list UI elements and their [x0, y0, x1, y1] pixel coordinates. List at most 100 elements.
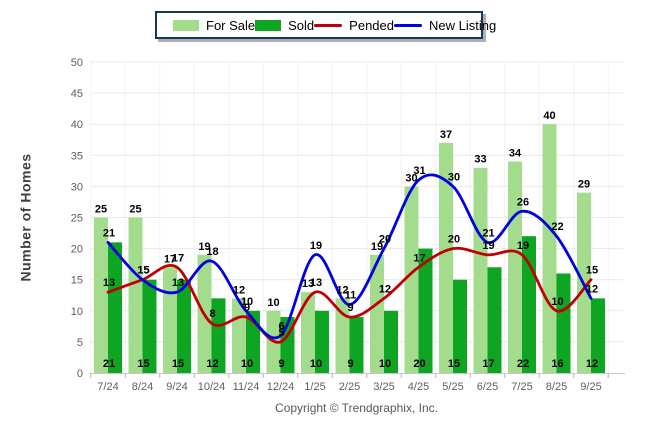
new-listing-value-label: 11 — [345, 290, 357, 302]
for-sale-value-label: 12 — [336, 284, 348, 296]
bar-sold — [108, 242, 122, 373]
for-sale-value-label: 40 — [543, 110, 555, 122]
for-sale-value-label: 33 — [474, 154, 486, 166]
x-tick-label: 5/25 — [442, 381, 463, 393]
for-sale-value-label: 19 — [371, 241, 383, 253]
x-tick-label: 11/24 — [233, 381, 260, 393]
sold-value-label: 20 — [413, 358, 425, 370]
y-tick-label: 20 — [71, 244, 83, 256]
new-listing-value-label: 21 — [103, 227, 115, 239]
y-tick-label: 50 — [71, 57, 83, 69]
legend-label: Pended — [349, 17, 394, 33]
pended-value-label: 19 — [517, 240, 529, 252]
bar-for-sale — [439, 142, 453, 373]
sold-value-label: 21 — [103, 358, 115, 370]
sold-value-label: 12 — [206, 358, 218, 370]
pended-value-label: 9 — [244, 302, 250, 314]
bar-for-sale — [508, 161, 522, 373]
pended-value-label: 12 — [379, 283, 391, 295]
bar-sold — [591, 298, 605, 373]
new-listing-value-label: 21 — [482, 227, 494, 239]
pended-value-label: 19 — [482, 240, 494, 252]
y-tick-label: 30 — [71, 181, 83, 193]
x-tick-label: 10/24 — [198, 381, 226, 393]
new-listing-line-swatch-icon — [394, 23, 422, 27]
x-tick-label: 2/25 — [339, 381, 360, 393]
x-tick-label: 8/24 — [132, 381, 153, 393]
sold-value-label: 9 — [278, 358, 284, 370]
for-sale-value-label: 30 — [405, 172, 417, 184]
bar-sold — [142, 279, 157, 373]
new-listing-value-label: 12 — [586, 283, 598, 295]
new-listing-value-label: 6 — [278, 321, 284, 333]
sold-value-label: 15 — [172, 358, 184, 370]
y-tick-label: 45 — [71, 88, 83, 100]
pended-line-swatch-icon — [314, 23, 343, 27]
legend-item-for-sale: For Sale — [173, 18, 255, 33]
pended-value-label: 13 — [310, 277, 322, 289]
pended-value-label: 5 — [278, 327, 284, 339]
new-listing-line — [106, 173, 593, 340]
new-listing-value-label: 19 — [310, 240, 322, 252]
bar-sold — [349, 317, 364, 373]
y-tick-label: 10 — [71, 306, 83, 318]
legend-item-pended: Pended — [314, 18, 394, 33]
pended-value-label: 8 — [209, 308, 215, 320]
bar-for-sale — [301, 292, 315, 373]
bar-for-sale — [370, 254, 384, 373]
bar-sold — [556, 273, 571, 373]
sold-value-label: 12 — [586, 358, 598, 370]
bar-for-sale — [94, 217, 108, 373]
new-listing-value-label: 30 — [448, 171, 460, 183]
for-sale-value-label: 17 — [164, 253, 176, 265]
bar-for-sale — [473, 167, 488, 373]
bar-sold — [487, 267, 502, 373]
y-tick-label: 5 — [77, 337, 83, 349]
x-tick-label: 6/25 — [477, 381, 498, 393]
for-sale-value-label: 37 — [440, 129, 452, 141]
y-tick-label: 15 — [71, 275, 83, 287]
x-tick-label: 7/25 — [511, 381, 532, 393]
pended-value-label: 17 — [413, 252, 425, 264]
x-tick-label: 1/25 — [304, 381, 325, 393]
new-listing-value-label: 10 — [241, 296, 253, 308]
for-sale-value-label: 19 — [198, 241, 210, 253]
pended-value-label: 15 — [586, 265, 598, 277]
legend-item-sold: Sold — [255, 18, 314, 33]
sold-value-label: 15 — [137, 358, 149, 370]
sold-value-label: 10 — [241, 358, 253, 370]
for-sale-value-label: 10 — [267, 297, 279, 309]
new-listing-value-label: 15 — [137, 265, 149, 277]
for-sale-value-label: 29 — [578, 179, 590, 191]
new-listing-value-label: 31 — [413, 165, 425, 177]
pended-value-label: 10 — [551, 296, 563, 308]
bar-sold — [177, 279, 191, 373]
y-tick-label: 25 — [71, 213, 83, 225]
bar-sold — [211, 298, 226, 373]
legend-label: Sold — [288, 17, 315, 33]
new-listing-value-label: 13 — [172, 277, 184, 289]
sold-value-label: 22 — [517, 358, 529, 370]
pended-value-label: 20 — [448, 234, 460, 246]
for-sale-value-label: 25 — [129, 204, 141, 216]
sold-value-label: 9 — [347, 358, 353, 370]
x-tick-label: 3/25 — [373, 381, 394, 393]
x-tick-label: 4/25 — [408, 381, 429, 393]
sold-value-label: 15 — [448, 358, 460, 370]
bar-sold — [418, 248, 433, 373]
legend-item-new-listing: New Listing — [394, 18, 496, 33]
y-tick-label: 0 — [77, 368, 83, 380]
x-tick-label: 7/24 — [97, 381, 118, 393]
y-tick-label: 35 — [71, 150, 83, 162]
bar-sold — [384, 310, 398, 373]
new-listing-value-label: 26 — [517, 196, 529, 208]
bar-for-sale — [542, 124, 557, 373]
for-sale-value-label: 25 — [95, 204, 107, 216]
x-tick-label: 9/24 — [166, 381, 187, 393]
bar-for-sale — [404, 186, 419, 373]
x-tick-label: 8/25 — [546, 381, 567, 393]
new-listing-value-label: 20 — [379, 234, 391, 246]
sold-value-label: 10 — [379, 358, 391, 370]
